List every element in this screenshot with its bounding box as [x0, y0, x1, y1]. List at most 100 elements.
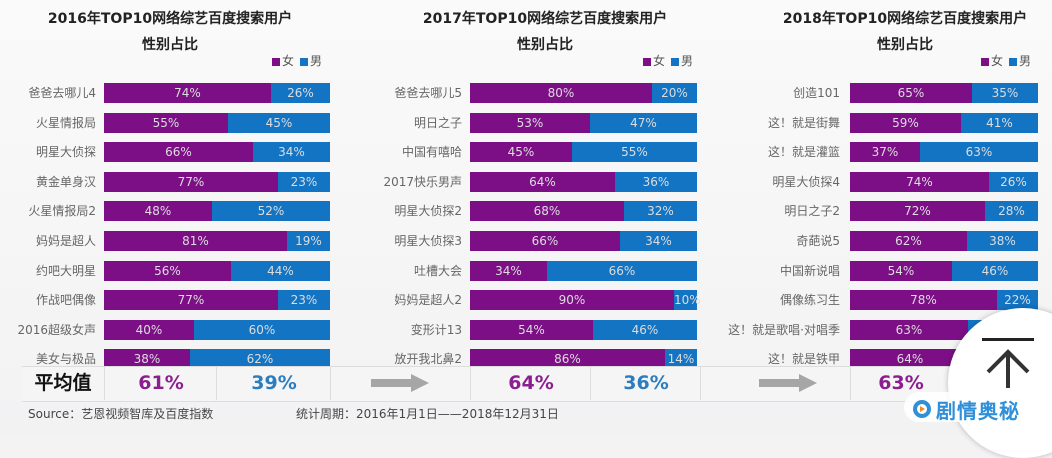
bar-female	[104, 261, 231, 281]
category-label: 明星大侦探	[35, 145, 96, 159]
category-label: 2016超级女声	[17, 323, 96, 337]
right-arrow-icon	[759, 374, 817, 392]
bar-male	[590, 113, 697, 133]
bar-male-label: 23%	[290, 293, 318, 307]
bar-male-label: 62%	[246, 352, 274, 366]
category-label: 黄金单身汉	[35, 175, 96, 189]
bar-male	[652, 83, 697, 103]
legend-label-male: 男	[681, 54, 694, 68]
bar-male-label: 46%	[631, 323, 659, 337]
bar-female	[104, 83, 271, 103]
bar-male	[967, 231, 1038, 251]
bar-female-label: 74%	[906, 175, 933, 189]
bar-female	[470, 142, 572, 162]
bar-male	[674, 290, 697, 310]
bar-male	[593, 320, 697, 340]
legend-swatch-male	[1009, 57, 1018, 66]
bar-male	[228, 113, 330, 133]
bar-female-label: 53%	[516, 116, 544, 130]
bar-female-label: 77%	[177, 175, 205, 189]
bar-female	[104, 113, 228, 133]
avg-2017-female: 64%	[470, 366, 591, 400]
legend-label-female: 女	[653, 54, 666, 68]
average-label: 平均值	[34, 372, 92, 394]
bar-male	[985, 201, 1038, 221]
bar-male-label: 34%	[278, 145, 305, 159]
bar-female-label: 63%	[895, 323, 923, 337]
source-note: Source：艺恩视频智库及百度指数	[28, 407, 214, 421]
category-label: 这！就是歌唱·对唱季	[728, 323, 840, 337]
bar-female	[104, 201, 212, 221]
bar-male	[920, 142, 1038, 162]
chart-subtitle-text: 性别占比	[517, 37, 573, 53]
bar-male	[620, 231, 697, 251]
bar-female	[104, 231, 287, 251]
category-label: 偶像练习生	[779, 293, 840, 307]
bar-female-label: 81%	[182, 234, 209, 248]
bar-female	[850, 320, 968, 340]
category-label: 中国有嘻哈	[401, 145, 462, 159]
bar-male	[194, 320, 330, 340]
bar-male-label: 28%	[998, 204, 1025, 218]
bar-female-label: 62%	[895, 234, 922, 248]
category-label: 爸爸去哪儿4	[28, 86, 96, 100]
bar-male-label: 47%	[630, 116, 657, 130]
bar-male	[665, 349, 697, 369]
bar-female	[470, 320, 593, 340]
bar-female-label: 86%	[554, 352, 581, 366]
bar-female-label: 55%	[152, 116, 180, 130]
bar-female	[470, 231, 620, 251]
bar-male-label: 14%	[667, 352, 695, 366]
bar-male-label: 52%	[257, 204, 285, 218]
category-label: 妈妈是超人	[35, 234, 96, 248]
chart-title-2: 2018年TOP10网络综艺百度搜索用户 性别占比	[760, 6, 1050, 58]
legend-swatch-male	[300, 57, 309, 66]
bar-male-label: 38%	[989, 234, 1016, 248]
bar-male-label: 55%	[621, 145, 648, 159]
bar-male-label: 10%	[674, 293, 701, 307]
bar-male-label: 63%	[965, 145, 993, 159]
bar-male	[615, 172, 697, 192]
bar-female	[470, 290, 674, 310]
bar-female	[104, 290, 278, 310]
chart-title-text: 2018年TOP10网络综艺百度搜索用户	[782, 11, 1028, 27]
category-label: 火星情报局2	[28, 204, 96, 218]
period-note: 统计周期：2016年1月1日——2018年12月31日	[296, 407, 559, 421]
category-label: 这！就是灌篮	[767, 145, 840, 159]
brand-logo-icon	[913, 400, 931, 418]
legend-2: 女男	[975, 52, 1031, 69]
bar-male-label: 44%	[267, 264, 294, 278]
bar-female	[850, 113, 961, 133]
bar-female-label: 66%	[165, 145, 192, 159]
category-label: 放开我北鼻2	[394, 352, 462, 366]
legend-label-female: 女	[991, 54, 1004, 68]
category-label: 美女与极品	[35, 352, 96, 366]
category-label: 中国新说唱	[779, 264, 840, 278]
category-label: 2017快乐男声	[383, 175, 462, 189]
category-label: 妈妈是超人2	[394, 293, 462, 307]
bar-female-label: 80%	[547, 86, 575, 100]
legend-swatch-female	[981, 57, 989, 66]
arrow-cell-2	[700, 366, 851, 400]
bar-male-label: 35%	[991, 86, 1019, 100]
bar-male	[278, 172, 330, 192]
category-label: 奇葩说5	[796, 234, 840, 248]
category-label: 变形计13	[410, 323, 462, 337]
bar-female-label: 64%	[896, 352, 924, 366]
bar-male	[961, 113, 1038, 133]
legend-0: 女男	[266, 52, 322, 69]
bar-female-label: 38%	[133, 352, 161, 366]
bar-female	[104, 172, 278, 192]
category-label: 约吧大明星	[35, 264, 96, 278]
arrow-up-icon	[982, 338, 1034, 388]
bar-female-label: 90%	[558, 293, 586, 307]
bar-female	[850, 231, 967, 251]
bar-female	[470, 83, 652, 103]
chart-title-text: 2016年TOP10网络综艺百度搜索用户	[47, 11, 293, 27]
arrow-cell-1	[330, 366, 471, 400]
bar-male	[271, 83, 330, 103]
bar-female-label: 48%	[144, 204, 172, 218]
average-row	[22, 366, 1052, 402]
bar-male-label: 20%	[661, 86, 688, 100]
bar-female	[104, 142, 253, 162]
